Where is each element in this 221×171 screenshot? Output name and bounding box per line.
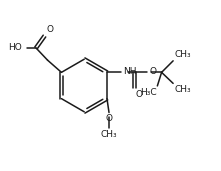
Text: CH₃: CH₃ [101, 130, 117, 139]
Text: NH: NH [124, 67, 137, 76]
Text: O: O [46, 25, 53, 34]
Text: O: O [135, 90, 143, 99]
Text: HO: HO [8, 43, 22, 52]
Text: CH₃: CH₃ [175, 85, 191, 94]
Text: O: O [149, 67, 156, 76]
Text: H₃C: H₃C [140, 88, 157, 97]
Text: O: O [106, 114, 113, 123]
Text: CH₃: CH₃ [175, 50, 191, 60]
